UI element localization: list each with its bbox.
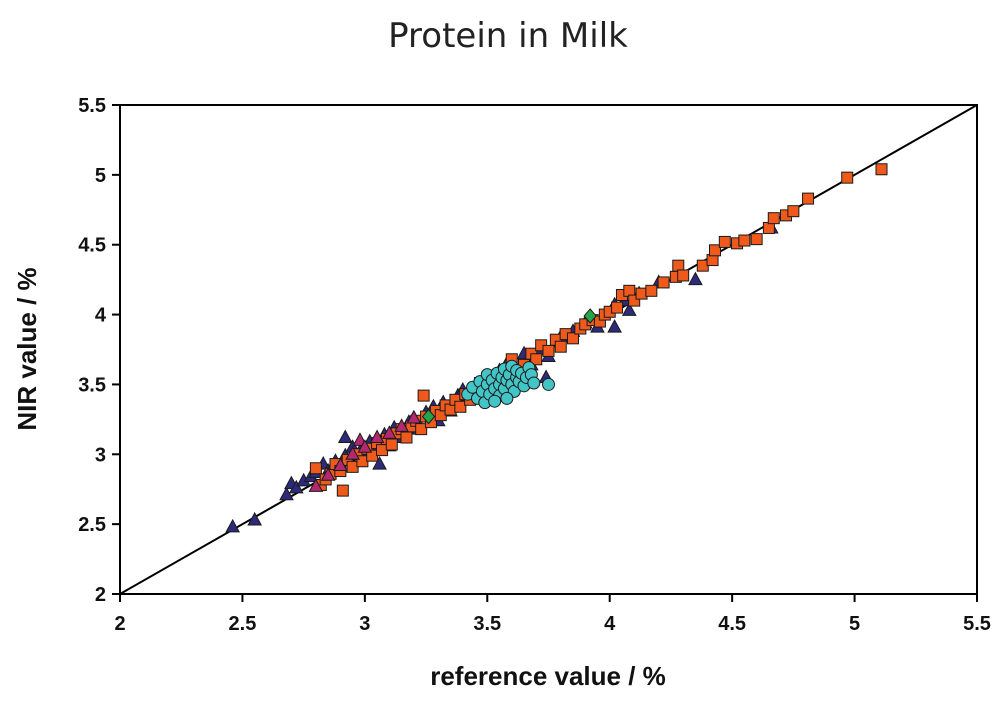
y-axis-label: NIR value / % [12, 267, 42, 430]
data-point-square [767, 212, 780, 225]
data-point-square [554, 340, 567, 353]
data-point-triangle [382, 425, 397, 439]
x-tick-label: 3.5 [473, 613, 501, 635]
data-point-square [718, 235, 731, 248]
data-point-square [841, 171, 854, 184]
data-point-triangle [394, 418, 409, 432]
x-axis-label: reference value / % [430, 661, 666, 691]
y-tick-label: 3 [95, 444, 106, 466]
data-point-triangle [688, 271, 703, 286]
y-tick-label: 2 [95, 584, 106, 606]
data-point-triangle [406, 409, 422, 424]
data-point-square [611, 301, 624, 314]
y-tick-label: 4 [95, 305, 107, 327]
data-point-square [336, 484, 349, 497]
data-point-square [542, 344, 555, 357]
data-point-square [738, 234, 751, 247]
data-point-square [628, 294, 641, 307]
data-point-square [415, 423, 428, 436]
data-point-diamond [583, 308, 597, 324]
data-point-square [309, 462, 322, 475]
data-point-triangle [337, 429, 353, 444]
data-point-circle [488, 394, 502, 408]
y-tick-label: 5 [95, 165, 106, 187]
data-point-square [454, 400, 467, 413]
data-point-circle [527, 376, 541, 390]
data-point-square [787, 205, 800, 218]
data-point-square [417, 389, 430, 402]
y-tick-label: 3.5 [78, 374, 106, 396]
data-point-triangle [333, 457, 348, 471]
x-axis-ticks: 2 2.5 3 3.5 4 4.5 5 5.5 [114, 594, 991, 635]
data-point-square [566, 332, 579, 345]
x-tick-label: 3 [359, 613, 370, 635]
data-point-square [385, 438, 398, 451]
x-tick-label: 4 [604, 613, 616, 635]
data-point-triangle [320, 467, 336, 481]
data-point-triangle [607, 319, 622, 333]
data-point-square [802, 192, 815, 205]
data-point-triangle [372, 456, 387, 470]
x-tick-label: 5.5 [963, 613, 991, 635]
data-point-triangle [369, 429, 385, 444]
data-point-square [709, 244, 722, 257]
y-tick-label: 4.5 [78, 235, 106, 257]
data-point-circle [500, 391, 514, 405]
y-axis-ticks: 2 2.5 3 3.5 4 4.5 5 5.5 [78, 95, 120, 606]
chart-title: Protein in Milk [388, 16, 628, 56]
data-point-triangle [621, 302, 637, 316]
data-point-square [530, 353, 543, 366]
data-point-square [677, 269, 690, 282]
data-point-square [750, 233, 763, 246]
data-point-triangle [345, 446, 360, 460]
data-point-triangle [308, 478, 324, 492]
data-point-triangle [357, 439, 373, 453]
data-point-triangle [247, 511, 263, 526]
x-tick-label: 5 [849, 613, 860, 635]
data-point-square [400, 431, 413, 444]
x-tick-label: 4.5 [718, 613, 746, 635]
data-point-triangle [279, 486, 294, 501]
x-tick-label: 2 [114, 613, 125, 635]
data-point-triangle [288, 479, 304, 494]
data-point-square [645, 284, 658, 297]
data-point-square [875, 163, 888, 176]
data-point-square [657, 276, 670, 289]
x-tick-label: 2.5 [229, 613, 257, 635]
data-point-triangle [225, 518, 240, 533]
data-point-diamond [421, 408, 436, 425]
data-point-circle [542, 377, 555, 391]
data-points [225, 163, 888, 533]
y-tick-label: 5.5 [78, 95, 106, 117]
y-tick-label: 2.5 [78, 514, 106, 536]
